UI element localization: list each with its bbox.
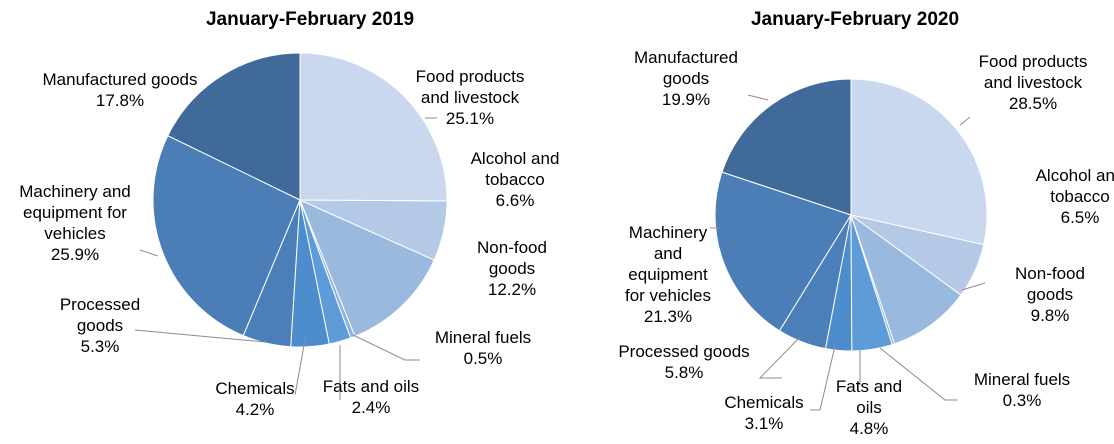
data-label-processed-goods-2019: Processed goods 5.3% bbox=[60, 295, 140, 356]
pie-slice-manufactured-goods-2020 bbox=[721, 78, 852, 216]
data-label-alcohol-and-tobacco-2019: Alcohol and tobacco 6.6% bbox=[471, 149, 560, 210]
data-label-chemicals-2019: Chemicals 4.2% bbox=[215, 379, 294, 419]
leader-line-chemicals-2020 bbox=[810, 345, 836, 411]
pie-slice-non-food-goods-2020 bbox=[850, 213, 962, 345]
chart-title-2020: January-February 2020 bbox=[751, 9, 959, 30]
data-label-food-products-and-livestock-2019: Food products and livestock 25.1% bbox=[416, 67, 525, 128]
data-label-fats-and-oils-2019: Fats and oils 2.4% bbox=[323, 377, 419, 417]
pie-slice-food-products-and-livestock-2019 bbox=[299, 52, 448, 202]
data-label-manufactured-goods-2019: Manufactured goods 17.8% bbox=[43, 70, 198, 110]
data-label-machinery-and-equipment-for-vehicles-2020: Machinery and equipment for vehicles 21.3% bbox=[625, 223, 711, 326]
pie-slice-machinery-and-equipment-for-vehicles-2020 bbox=[714, 171, 852, 332]
leader-line-manufactured-goods-2020 bbox=[747, 94, 769, 101]
data-label-chemicals-2020: Chemicals 3.1% bbox=[724, 393, 803, 433]
leader-line-non-food-goods-2020 bbox=[961, 282, 986, 291]
chart-title-2019: January-February 2019 bbox=[206, 9, 414, 30]
data-label-machinery-and-equipment-for-vehicles-2019: Machinery and equipment for vehicles 25.9% bbox=[19, 182, 131, 264]
leader-line-food-products-and-livestock-2020 bbox=[959, 116, 971, 126]
pie-slice-non-food-goods-2019 bbox=[299, 199, 435, 337]
pie-slice-machinery-and-equipment-for-vehicles-2019 bbox=[152, 135, 301, 337]
leader-line-chemicals-2019 bbox=[294, 339, 306, 396]
leader-line-processed-goods-2020 bbox=[758, 336, 801, 379]
data-label-mineral-fuels-2020: Mineral fuels 0.3% bbox=[974, 370, 1070, 410]
data-label-manufactured-goods-2020: Manufactured goods 19.9% bbox=[634, 48, 738, 109]
data-label-food-products-and-livestock-2020: Food products and livestock 28.5% bbox=[979, 52, 1088, 113]
data-label-processed-goods-2020: Processed goods 5.8% bbox=[618, 342, 749, 382]
pie-chart-2019: January-February 2019 Food products and l… bbox=[19, 9, 559, 419]
leader-line-mineral-fuels-2019 bbox=[352, 334, 420, 361]
leader-line-processed-goods-2019 bbox=[134, 329, 266, 343]
pie-slice-food-products-and-livestock-2020 bbox=[850, 78, 988, 246]
leader-line-machinery-and-equipment-for-vehicles-2019 bbox=[139, 249, 159, 257]
data-label-non-food-goods-2019: Non-food goods 12.2% bbox=[477, 238, 547, 299]
data-label-mineral-fuels-2019: Mineral fuels 0.5% bbox=[435, 328, 531, 368]
data-label-non-food-goods-2020: Non-food goods 9.8% bbox=[1015, 264, 1085, 325]
leader-line-mineral-fuels-2020 bbox=[879, 347, 958, 401]
pie-chart-2020: January-February 2020 Food products and l… bbox=[618, 9, 1114, 438]
data-label-fats-and-oils-2020: Fats and oils 4.8% bbox=[836, 377, 902, 438]
pie-slice-manufactured-goods-2019 bbox=[167, 52, 301, 201]
